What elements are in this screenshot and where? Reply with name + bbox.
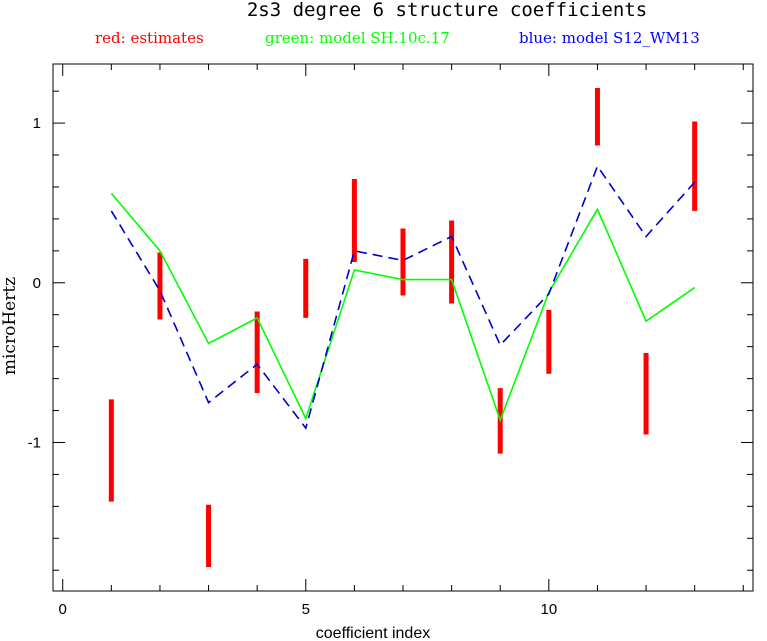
legend-label-s12wm13: blue: model S12_WM13 <box>519 29 700 47</box>
series-line-s12wm13 <box>110 164 696 430</box>
x-tick-label: 0 <box>59 601 67 618</box>
plot-frame <box>52 63 754 592</box>
series-line-sh10c17 <box>110 192 696 423</box>
y-tick-label: 1 <box>33 115 41 132</box>
estimate-bars <box>108 87 698 568</box>
y-axis-label: microHertz <box>0 277 20 375</box>
axis-ticks <box>53 64 753 591</box>
y-tick-label: -1 <box>28 434 41 451</box>
legend-label-estimates: red: estimates <box>95 29 204 47</box>
x-tick-label: 5 <box>302 601 310 618</box>
x-axis-label: coefficient index <box>316 625 430 641</box>
model-lines <box>110 164 696 430</box>
chart-title: 2s3 degree 6 structure coefficients <box>247 0 647 21</box>
y-tick-label: 0 <box>33 275 41 292</box>
axis-tick-labels: 0 5 10 -1 0 1 <box>28 115 558 618</box>
legend-label-sh10c17: green: model SH.10c.17 <box>265 29 450 47</box>
x-tick-label: 10 <box>540 601 557 618</box>
